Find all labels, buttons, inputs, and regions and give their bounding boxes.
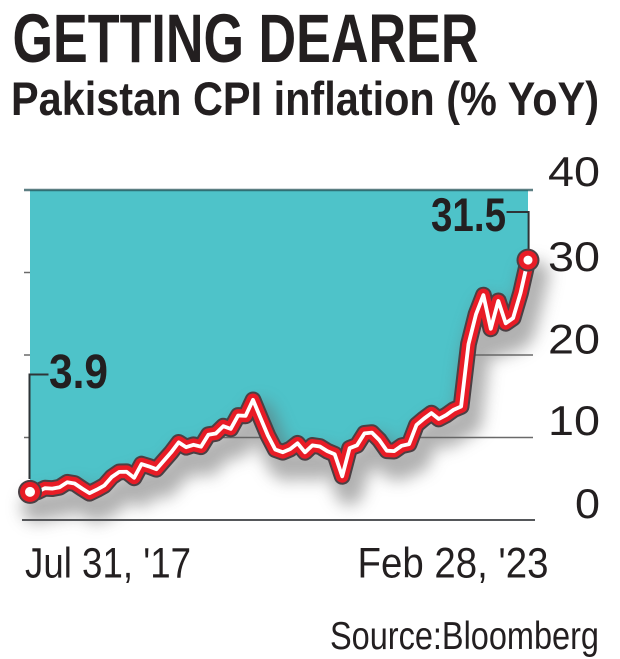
svg-text:Source:Bloomberg: Source:Bloomberg: [330, 615, 599, 658]
svg-text:GETTING DEARER: GETTING DEARER: [13, 0, 479, 77]
svg-text:Pakistan CPI inflation (% YoY): Pakistan CPI inflation (% YoY): [11, 72, 599, 125]
svg-text:10: 10: [548, 397, 600, 444]
svg-text:0: 0: [575, 480, 600, 527]
svg-text:31.5: 31.5: [431, 188, 506, 241]
svg-text:30: 30: [548, 233, 600, 280]
svg-text:20: 20: [548, 316, 600, 363]
svg-text:Jul 31, '17: Jul 31, '17: [25, 540, 191, 588]
svg-text:Feb 28, '23: Feb 28, '23: [358, 540, 549, 588]
svg-text:40: 40: [548, 148, 600, 195]
svg-text:3.9: 3.9: [49, 346, 108, 399]
